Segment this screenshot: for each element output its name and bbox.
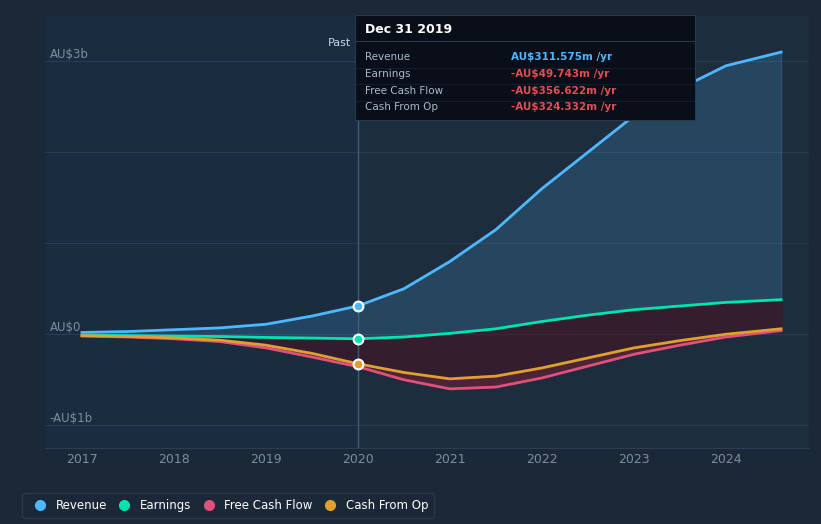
Text: -AU$49.743m /yr: -AU$49.743m /yr	[511, 69, 610, 79]
Text: AU$311.575m /yr: AU$311.575m /yr	[511, 52, 612, 62]
Point	[351, 359, 365, 368]
Text: Cash From Op: Cash From Op	[365, 102, 438, 113]
Text: Analysts Forecasts: Analysts Forecasts	[367, 38, 470, 48]
Text: Past: Past	[328, 38, 351, 48]
Text: -AU$356.622m /yr: -AU$356.622m /yr	[511, 85, 617, 95]
Text: AU$3b: AU$3b	[50, 48, 89, 61]
Text: Dec 31 2019: Dec 31 2019	[365, 24, 452, 36]
Text: Earnings: Earnings	[365, 69, 410, 79]
Text: Free Cash Flow: Free Cash Flow	[365, 85, 443, 95]
Text: Revenue: Revenue	[365, 52, 410, 62]
Text: -AU$324.332m /yr: -AU$324.332m /yr	[511, 102, 617, 113]
Point	[351, 302, 365, 310]
Legend: Revenue, Earnings, Free Cash Flow, Cash From Op: Revenue, Earnings, Free Cash Flow, Cash …	[22, 493, 434, 518]
Point	[351, 335, 365, 343]
Text: AU$0: AU$0	[50, 321, 81, 334]
Text: -AU$1b: -AU$1b	[50, 412, 93, 425]
Bar	[45, 16, 358, 448]
